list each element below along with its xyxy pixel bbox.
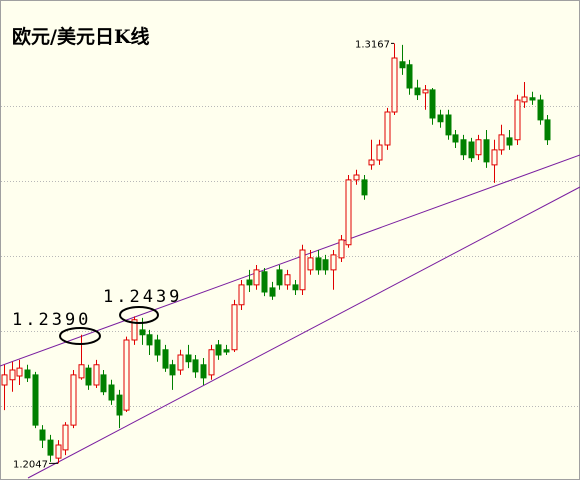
annotation: 1.2439: [103, 287, 182, 307]
candle-body: [9, 369, 16, 381]
candle-body: [93, 364, 100, 386]
candle-body: [391, 57, 398, 113]
candle-body: [108, 384, 115, 401]
candle-body: [330, 254, 337, 271]
high-label: 1.3167: [355, 39, 390, 50]
candle-body: [139, 329, 146, 336]
candle-body: [208, 349, 215, 376]
candle-body: [468, 141, 475, 159]
candle-body: [276, 269, 283, 286]
candle-body: [491, 149, 498, 166]
candle-body: [376, 144, 383, 161]
candle-body: [269, 287, 276, 297]
candle-body: [307, 257, 314, 271]
candle-body: [192, 359, 199, 373]
candle-body: [238, 284, 245, 306]
candle-body: [452, 134, 459, 143]
candle-body: [514, 99, 521, 141]
candle-body: [246, 279, 253, 286]
candle-body: [116, 394, 123, 416]
highlight-ellipse: [119, 306, 159, 324]
candle-body: [154, 339, 161, 356]
candle-body: [85, 367, 92, 386]
candle-body: [70, 374, 77, 426]
candle-body: [47, 439, 54, 456]
candle-body: [24, 369, 31, 379]
candle-body: [521, 96, 528, 103]
highlight-ellipse: [59, 327, 101, 345]
candle-body: [261, 271, 268, 293]
candle-body: [544, 119, 551, 141]
candle-body: [55, 444, 62, 459]
candle-body: [100, 374, 107, 393]
candle-body: [368, 159, 375, 166]
candle-body: [169, 364, 176, 376]
candle-body: [399, 61, 406, 69]
annotation: 1.2390: [12, 310, 91, 330]
candle-body: [215, 344, 222, 356]
candle-body: [406, 64, 413, 89]
candle-body: [299, 249, 306, 291]
candle-body: [414, 87, 421, 96]
candle-body: [315, 257, 322, 271]
chart-title: 欧元/美元日K线: [12, 25, 149, 48]
candle-body: [460, 139, 467, 156]
candle-body: [123, 339, 130, 411]
candle-body: [62, 424, 69, 451]
candle-body: [231, 304, 238, 351]
candle-body: [185, 354, 192, 363]
candle-body: [131, 319, 138, 341]
candle-body: [16, 367, 23, 377]
candle-body: [475, 139, 482, 156]
candle-body: [384, 111, 391, 146]
candle-body: [498, 134, 505, 151]
candle-body: [361, 179, 368, 196]
candle-body: [483, 139, 490, 163]
candle-body: [506, 137, 513, 146]
candle-body: [322, 259, 329, 271]
candle-body: [223, 349, 230, 353]
candle-body: [338, 239, 345, 259]
candle-body: [1, 374, 8, 386]
candle-body: [445, 114, 452, 136]
candle-body: [162, 349, 169, 369]
candle-body: [200, 364, 207, 379]
candle-body: [437, 114, 444, 123]
candle-body: [284, 274, 291, 286]
candle-body: [253, 269, 260, 286]
lower-trendline: [27, 186, 580, 479]
candle-body: [39, 429, 46, 441]
low-label: 1.2047: [13, 459, 48, 470]
candle-body: [146, 334, 153, 346]
candle-body: [353, 174, 360, 181]
candle-body: [78, 364, 85, 379]
candle-body: [32, 374, 39, 426]
candle-body: [177, 354, 184, 371]
candle-body: [345, 179, 352, 246]
candle-body: [529, 97, 536, 101]
candles: [1, 43, 551, 464]
candle-body: [537, 99, 544, 121]
candle-body: [429, 89, 436, 119]
candle-body: [422, 89, 429, 94]
candle-body: [292, 284, 299, 291]
